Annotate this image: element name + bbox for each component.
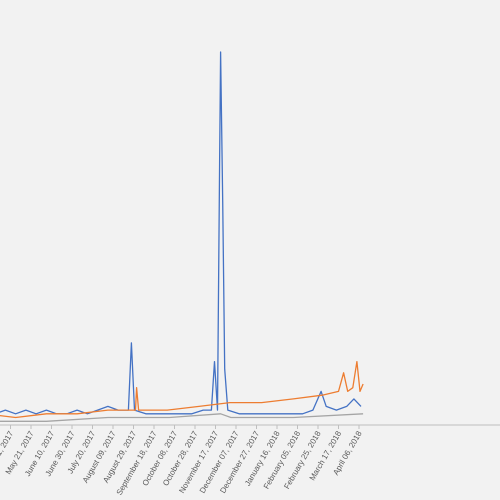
- series-line-3: [0, 413, 364, 422]
- series-layer: [0, 51, 364, 422]
- series-line-1: [0, 51, 362, 415]
- series-line-2: [0, 360, 364, 419]
